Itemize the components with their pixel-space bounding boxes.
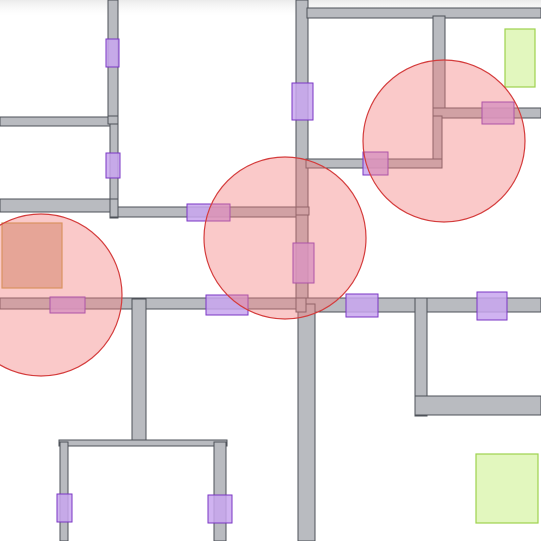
- door-bottom-mid: [207, 494, 233, 524]
- wall-lower-left-horizontal: [58, 439, 228, 447]
- doors: [49, 38, 515, 524]
- hazard-zone-right: [362, 59, 526, 223]
- wall-lower-left-vertical: [131, 298, 147, 445]
- door-top-right: [481, 101, 515, 125]
- wall-joint-d: [109, 198, 119, 218]
- wall-bottom-mid-vertical: [213, 441, 227, 541]
- wall-left-mid-horizontal: [0, 198, 113, 213]
- wall-left-upper-horizontal: [0, 116, 117, 127]
- door-center-lower-right: [345, 293, 379, 318]
- wall-top-right-horizontal: [306, 7, 541, 19]
- door-bottom-left: [56, 493, 73, 523]
- wall-center-vertical-lower: [297, 303, 316, 541]
- door-left-lower: [49, 296, 86, 314]
- door-center-mid: [292, 242, 315, 284]
- door-left-mid: [105, 152, 121, 179]
- door-top-left: [105, 38, 120, 68]
- hazard-zone-center: [203, 156, 367, 320]
- wall-joint-c: [107, 115, 119, 125]
- door-right-lower: [476, 291, 508, 321]
- door-center-top: [291, 82, 314, 121]
- hazard-zone-left: [0, 213, 123, 377]
- wall-joint-a: [295, 206, 310, 216]
- wall-bottom-left-vertical: [59, 441, 69, 541]
- crate-block: [1, 222, 63, 289]
- wall-right-lower-horizontal: [414, 395, 541, 416]
- goal-zone-bottom-right: [475, 453, 539, 524]
- goal-zone-top-right: [504, 28, 536, 88]
- wall-right-lower-vertical: [414, 297, 428, 417]
- door-right-inner: [362, 151, 389, 176]
- wall-joint-b: [295, 297, 307, 313]
